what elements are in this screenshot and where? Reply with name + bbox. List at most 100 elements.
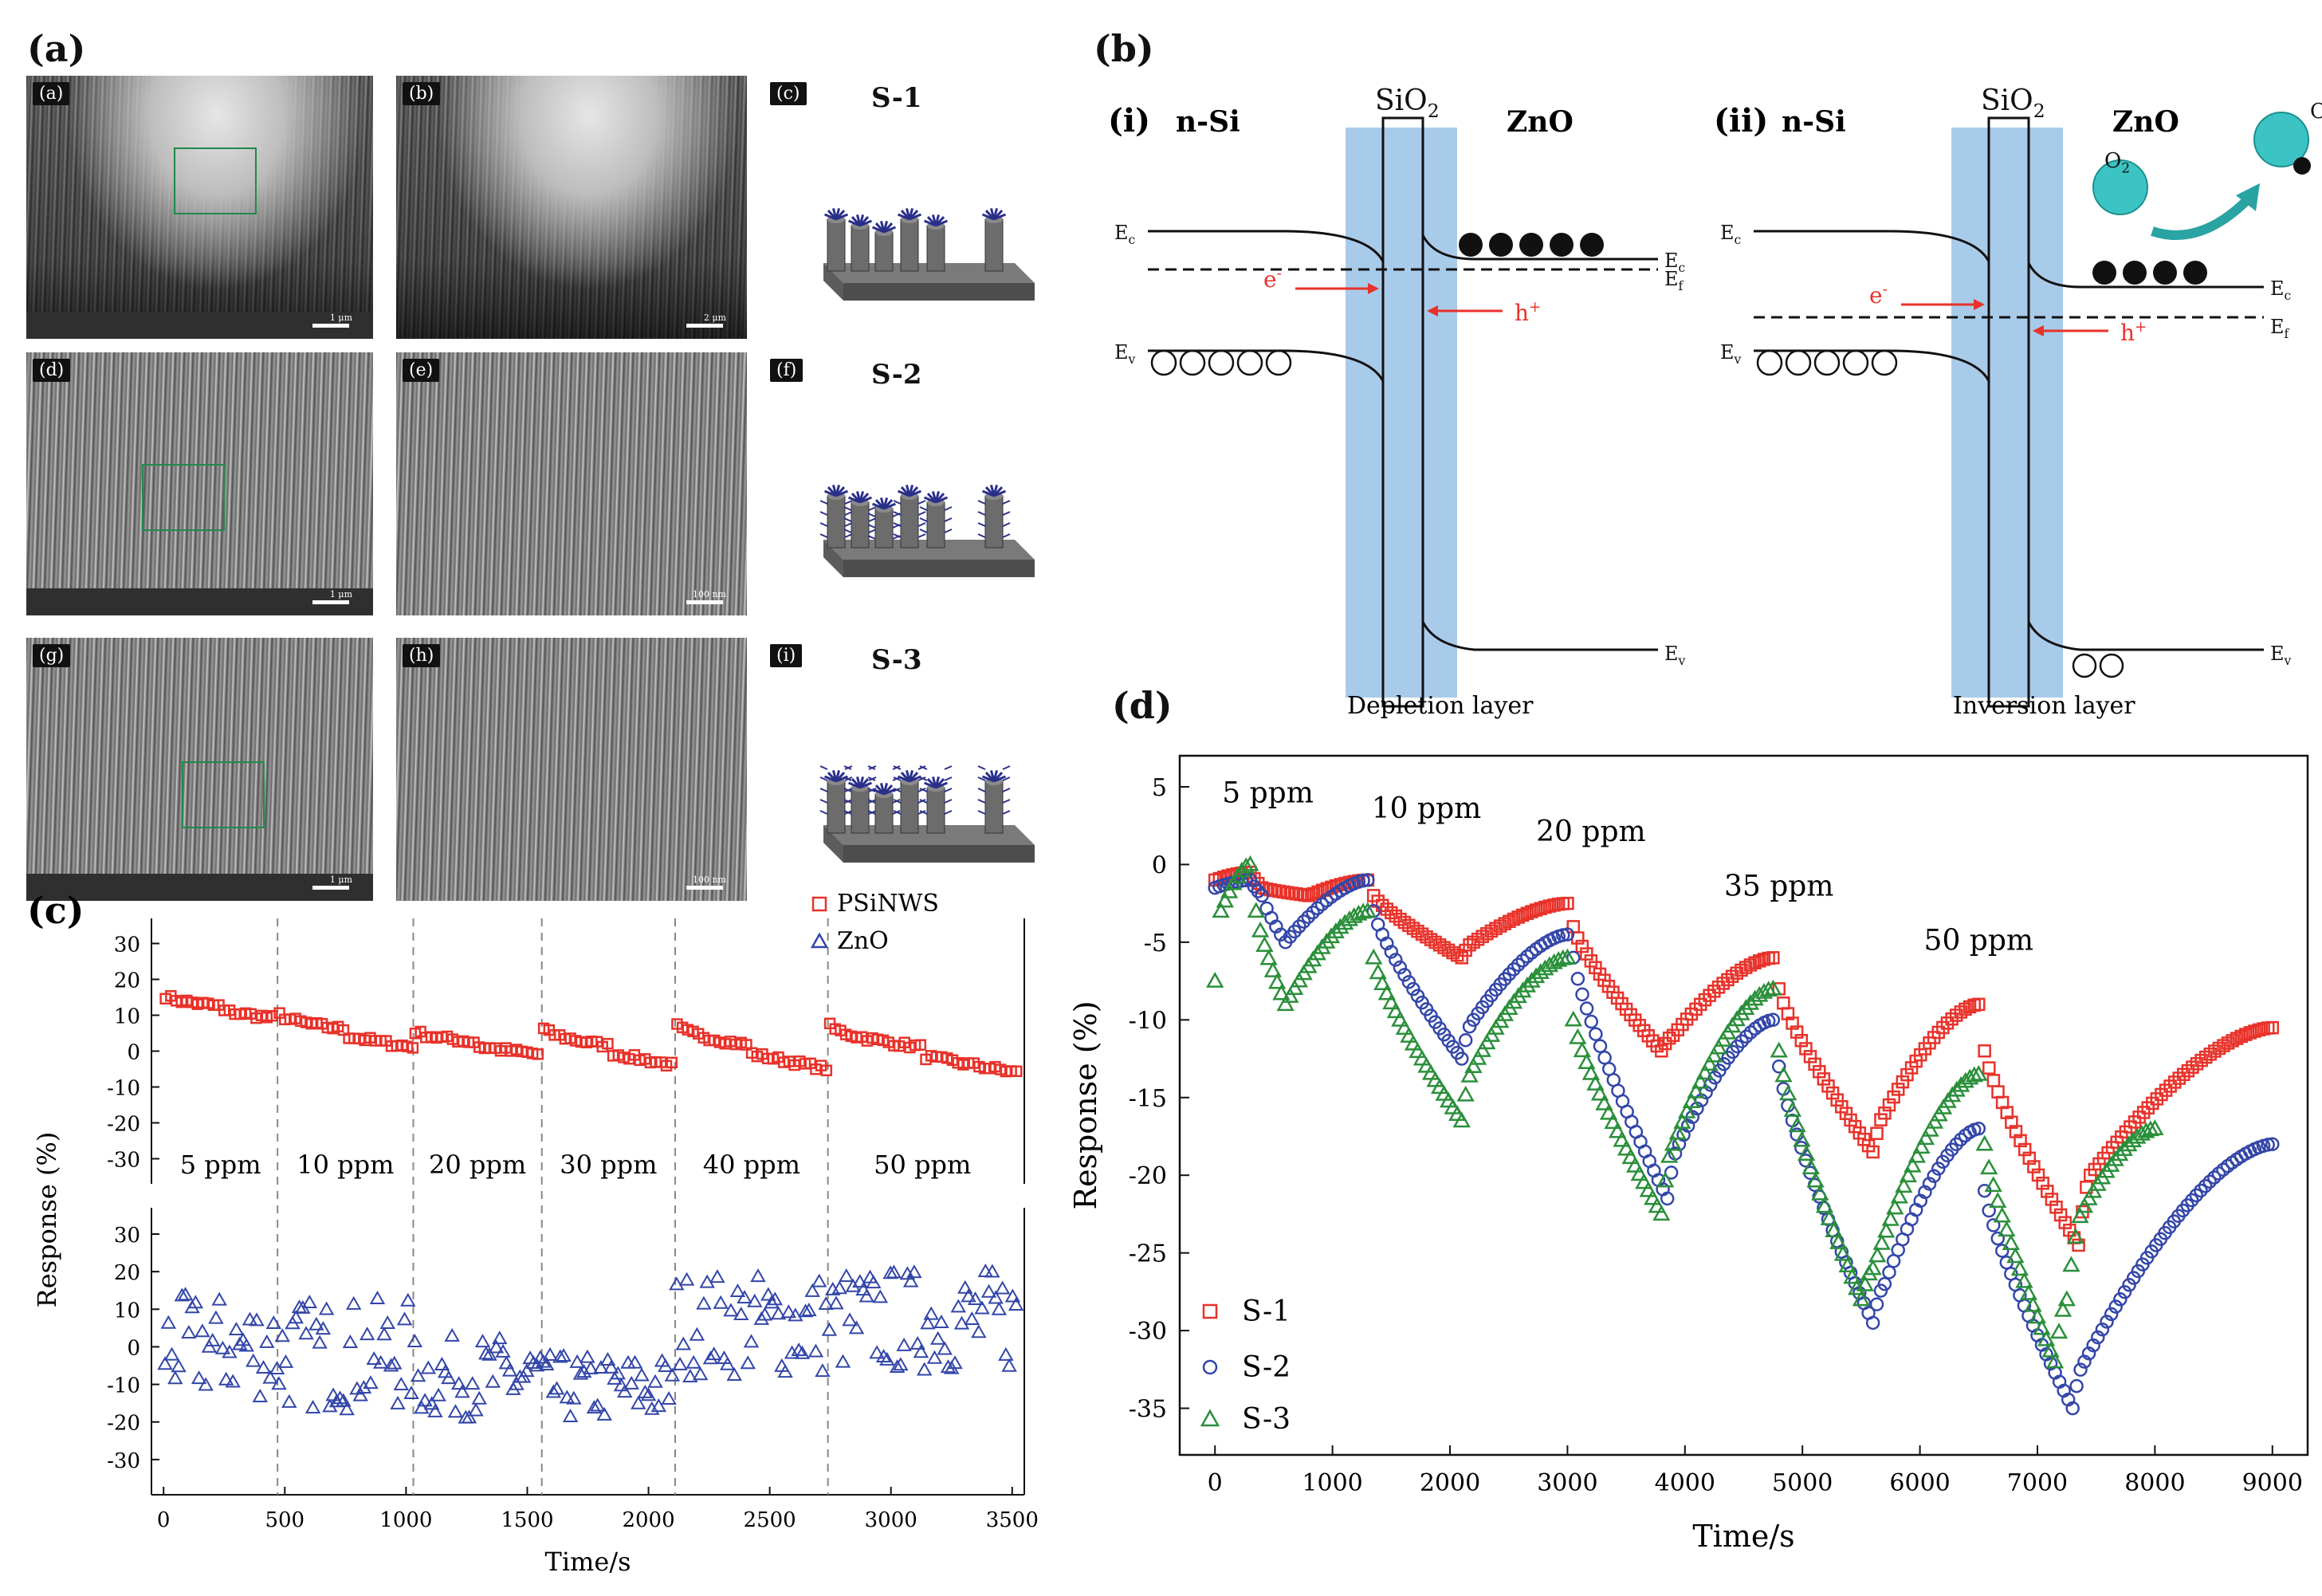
zno-point xyxy=(678,1272,695,1286)
s3-point xyxy=(1673,1113,1691,1129)
substrate-side xyxy=(843,845,1035,863)
zno-point xyxy=(747,1293,763,1307)
s1-point xyxy=(1835,1100,1849,1114)
zno-point xyxy=(277,1354,294,1368)
s1-point xyxy=(1566,920,1581,934)
s1-point xyxy=(1380,902,1394,916)
zno-branch xyxy=(893,500,902,505)
zno-branch xyxy=(893,765,902,770)
s2-point xyxy=(1393,960,1408,975)
s3-point xyxy=(1947,1080,1966,1097)
y-tick-label: -20 xyxy=(107,1113,140,1137)
s2-point xyxy=(1306,905,1320,920)
s1-point xyxy=(1255,881,1269,894)
zno-branch xyxy=(893,522,902,527)
zno-point xyxy=(991,1301,1008,1315)
s1-point xyxy=(1693,997,1707,1012)
zno-point xyxy=(902,1273,919,1287)
nanowire-schematic: (f) xyxy=(764,352,1043,615)
s3-point xyxy=(1864,1259,1882,1276)
s3-point xyxy=(1377,984,1396,1000)
zno-point xyxy=(686,1354,701,1369)
zno-branch xyxy=(883,788,897,796)
zno-point xyxy=(238,1338,254,1352)
electron-arrowhead xyxy=(1368,283,1379,294)
s2-point xyxy=(1865,1315,1880,1331)
zno-point xyxy=(468,1402,484,1417)
s3-point xyxy=(1237,857,1255,874)
s1-point xyxy=(1995,1095,2010,1110)
s3-point xyxy=(1700,1055,1719,1071)
nanowire-pillar xyxy=(900,218,919,272)
schematic-drawing xyxy=(823,207,1035,301)
s3-point xyxy=(1635,1173,1653,1189)
psinws-point xyxy=(532,1048,544,1060)
s1-point xyxy=(1520,906,1534,920)
zno-point xyxy=(492,1331,508,1345)
ec-label-left: Ec xyxy=(1720,222,1742,247)
s2-point xyxy=(1986,1218,2001,1232)
zno-branch xyxy=(867,513,876,517)
s3-point xyxy=(2037,1330,2056,1346)
s3-point xyxy=(1456,1085,1475,1102)
scale-label: 1 μm xyxy=(329,875,352,885)
zno-point xyxy=(315,1321,332,1335)
sem-micrograph: 1 μm (g) xyxy=(26,638,373,901)
s1-point xyxy=(1887,1090,1900,1104)
zno-point xyxy=(222,1344,238,1358)
zno-branch xyxy=(1002,522,1011,527)
oxide-band xyxy=(1346,128,1457,698)
s2-point xyxy=(1593,1039,1608,1053)
n-si-label: n-Si xyxy=(1782,105,1846,139)
zno-branch xyxy=(893,810,902,815)
hole-circle xyxy=(2072,653,2097,678)
s3-point xyxy=(1916,1129,1935,1146)
zno-branch xyxy=(868,506,877,511)
schematic-title: S-3 xyxy=(871,644,922,676)
s2-point xyxy=(2194,1183,2208,1198)
zno-point xyxy=(269,1361,285,1375)
zno-point xyxy=(906,1264,922,1279)
s3-point xyxy=(1705,1046,1723,1063)
s2-point xyxy=(1361,873,1375,887)
zno-point xyxy=(281,1394,297,1408)
s3-point xyxy=(1975,1134,1994,1151)
s1-point xyxy=(2045,1193,2059,1206)
zno-point xyxy=(623,1375,639,1390)
zno-branch xyxy=(1002,788,1011,792)
zno-point xyxy=(998,1346,1014,1361)
s2-point xyxy=(1462,1019,1477,1034)
zno-branch xyxy=(867,765,876,770)
s3-point xyxy=(1473,1041,1491,1057)
s2-point xyxy=(2091,1330,2105,1345)
zoom-region-box xyxy=(174,147,257,214)
zno-point xyxy=(675,1336,692,1350)
s1-point xyxy=(1711,981,1726,994)
zno-point xyxy=(454,1384,470,1398)
s1-point xyxy=(2177,1067,2190,1082)
oxide-box xyxy=(1381,116,1424,708)
s3-point xyxy=(1460,1066,1479,1083)
s1-point xyxy=(2146,1096,2159,1111)
zno-point xyxy=(430,1387,446,1401)
s3-point xyxy=(2115,1140,2133,1156)
zno-point xyxy=(198,1377,214,1391)
zno-valence-band xyxy=(1421,621,1658,651)
s1-point xyxy=(1936,1020,1950,1035)
s2-point xyxy=(1511,957,1526,972)
s1-point xyxy=(2141,1101,2155,1114)
zno-point xyxy=(658,1358,674,1372)
zno-point xyxy=(464,1376,481,1390)
zno-point xyxy=(964,1311,980,1326)
s2-point xyxy=(1255,888,1269,903)
zno-point xyxy=(692,1366,709,1381)
scale-bar xyxy=(312,886,349,890)
s1-point xyxy=(2155,1087,2168,1102)
o2-ion xyxy=(2253,112,2309,167)
zno-point xyxy=(709,1269,725,1283)
sem-micrograph: 2 μm (b) xyxy=(396,76,747,339)
s3-point xyxy=(1797,1145,1816,1162)
s2-point xyxy=(2202,1174,2217,1189)
s3-point xyxy=(1369,963,1387,980)
zno-point xyxy=(471,1390,487,1405)
